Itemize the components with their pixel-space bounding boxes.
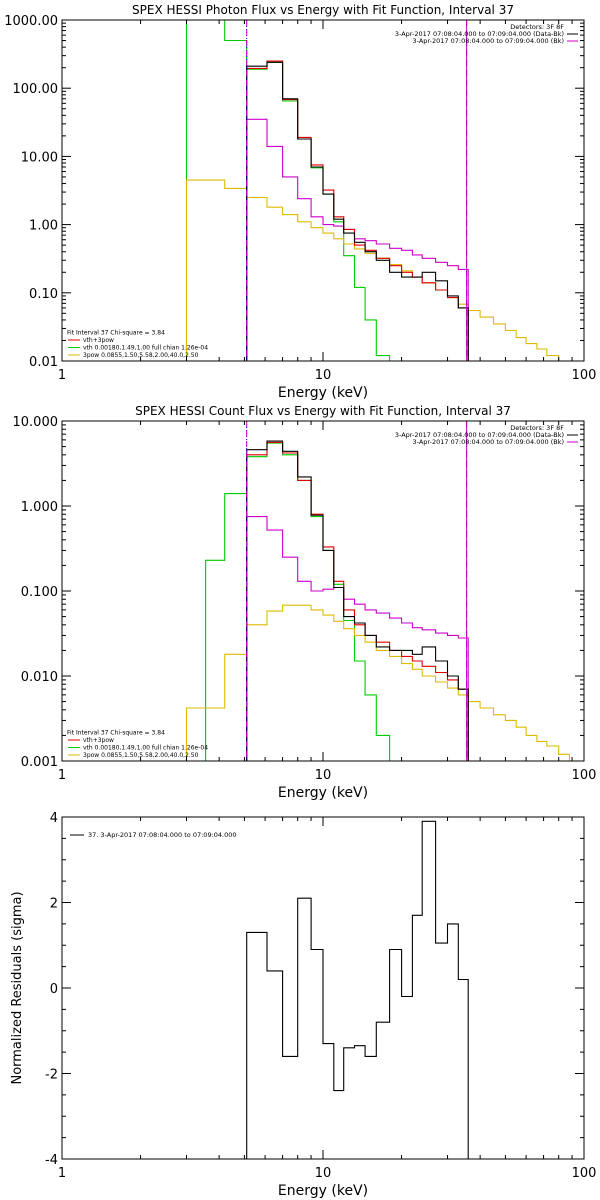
series-0-line xyxy=(185,20,391,361)
series-1-line xyxy=(185,604,583,761)
legend-entry-label: vth 0.00180,1.49,1.00 full chian 1.26e-0… xyxy=(83,745,208,752)
y-tick-label: 0.010 xyxy=(21,670,58,685)
y-tick-label: 1.000 xyxy=(21,500,58,515)
legend-entry-label: Fit Interval 37 Chi-square = 3.84 xyxy=(67,330,165,337)
y-tick-label: 1000.00 xyxy=(4,14,58,29)
x-tick-label: 100 xyxy=(572,1166,597,1181)
x-tick-label: 1 xyxy=(58,368,66,383)
series-0-line xyxy=(246,820,469,1159)
plot-area xyxy=(246,820,469,1159)
x-tick-label: 1 xyxy=(58,768,66,783)
plot-area xyxy=(185,440,583,761)
x-tick-label: 100 xyxy=(572,368,597,383)
x-tick-label: 10 xyxy=(315,1166,332,1181)
x-tick-label: 10 xyxy=(315,368,332,383)
x-axis-label: Energy (keV) xyxy=(278,1183,368,1199)
x-axis-label: Energy (keV) xyxy=(278,785,368,801)
y-tick-label: -4 xyxy=(45,1153,58,1168)
legend-entry-label: 3-Apr-2017 07:08:04.000 to 07:09:04.000 … xyxy=(395,431,564,439)
y-tick-label: 0.100 xyxy=(21,585,58,600)
y-tick-label: -2 xyxy=(45,1068,58,1083)
y-tick-label: 10.00 xyxy=(21,150,58,165)
legend-entry-label: 3pow 0.0855,1.50,5.58,2.00,40.0,2.50 xyxy=(83,752,199,759)
legend-entry-label: 3-Apr-2017 07:08:04.000 to 07:09:04.000 … xyxy=(413,438,564,446)
y-tick-label: 100.00 xyxy=(13,82,59,97)
legend-entry-label: 3-Apr-2017 07:08:04.000 to 07:09:04.000 … xyxy=(395,30,564,38)
legend-entry-label: 37. 3-Apr-2017 07:08:04.000 to 07:09:04.… xyxy=(88,831,237,839)
series-2-line xyxy=(246,118,469,361)
series-2-line xyxy=(246,516,469,761)
y-tick-label: 0.01 xyxy=(29,355,58,370)
series-4-line xyxy=(246,440,469,761)
series-3-line xyxy=(246,60,469,361)
residuals-chart: 1 10 100 Energy (keV) -4 -2 0 2 4 Normalized Resi… xyxy=(10,811,596,1199)
legend-entry-label: Fit Interval 37 Chi-square = 3.84 xyxy=(67,730,165,737)
count-flux-chart: SPEX HESSI Count Flux vs Energy with Fit… xyxy=(13,404,597,801)
x-tick-label: 1 xyxy=(58,1166,66,1181)
y-tick-label: 4 xyxy=(50,811,58,826)
legend-entry-label: vth 0.00180,1.49,1.00 full chian 1.26e-0… xyxy=(83,345,208,352)
plot-area xyxy=(185,20,571,361)
x-tick-label: 100 xyxy=(572,768,597,783)
series-1-line xyxy=(185,179,571,361)
legend-entry-label: vth+3pow xyxy=(83,737,114,744)
y-tick-label: 0.001 xyxy=(21,755,58,770)
y-tick-label: 1.00 xyxy=(29,219,58,234)
y-tick-label: 2 xyxy=(50,897,58,912)
y-axis-label: Normalized Residuals (sigma) xyxy=(10,891,25,1084)
legend-entry-label: 3-Apr-2017 07:08:04.000 to 07:09:04.000 … xyxy=(413,37,564,45)
y-tick-label: 0 xyxy=(50,982,58,997)
legend-entry-label: 3pow 0.0855,1.50,5.58,2.00,40.0,2.50 xyxy=(83,352,199,359)
chart-title: SPEX HESSI Photon Flux vs Energy with Fi… xyxy=(132,3,514,17)
legend-entry-label: vth+3pow xyxy=(83,337,114,344)
legend-entry-label: Detectors: 3F 8F xyxy=(510,23,564,31)
x-tick-label: 10 xyxy=(315,768,332,783)
y-tick-label: 10.000 xyxy=(13,415,59,430)
y-tick-label: 0.10 xyxy=(29,287,58,302)
legend-entry-label: Detectors: 3F 8F xyxy=(510,424,564,432)
photon-flux-chart: SPEX HESSI Photon Flux vs Energy with Fi… xyxy=(4,3,596,401)
series-4-line xyxy=(246,61,469,361)
x-axis-label: Energy (keV) xyxy=(278,385,368,401)
chart-title: SPEX HESSI Count Flux vs Energy with Fit… xyxy=(135,404,511,418)
